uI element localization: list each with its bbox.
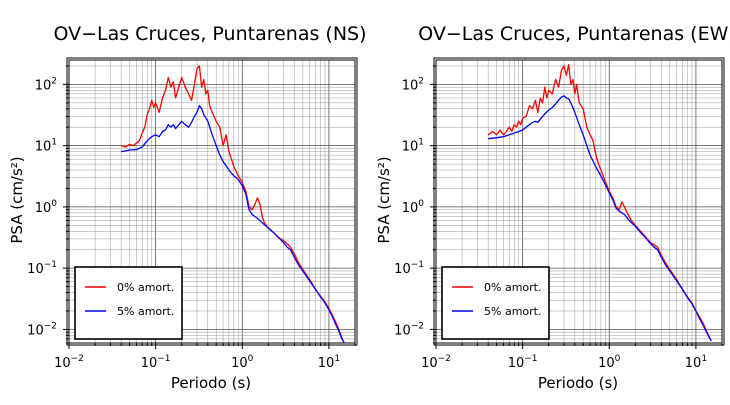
legend: 0% amort. 5% amort. (441, 266, 550, 340)
x-axis-label: Periodo (s) (538, 374, 618, 392)
y-tick-label: 101 (35, 138, 57, 155)
x-tick-labels: 10−2 10−1 100 101 (54, 354, 340, 371)
legend-label-0: 0% amort. (484, 281, 541, 294)
y-tick-label: 102 (35, 76, 57, 93)
y-tick-label: 100 (35, 199, 58, 216)
chart-panel-ns: OV−Las Cruces, Puntarenas (NS) 10−2 10−1… (8, 23, 367, 392)
x-tick-label: 101 (318, 354, 340, 371)
plot-frame (66, 57, 358, 346)
plot-frame (433, 57, 725, 346)
x-tick-label: 10−2 (421, 354, 451, 371)
y-tick-label: 10−2 (27, 321, 57, 338)
y-axis-label: PSA (cm/s²) (375, 156, 393, 243)
x-tick-label: 10−2 (54, 354, 84, 371)
y-tick-label: 101 (402, 138, 424, 155)
x-tick-label: 10−1 (508, 354, 538, 371)
series-line-1 (488, 95, 712, 342)
plot-frame-inner (68, 59, 356, 344)
y-tick-label: 100 (402, 199, 425, 216)
legend-box (441, 266, 550, 340)
x-tick-label: 10−1 (141, 354, 171, 371)
legend-label-0: 0% amort. (117, 281, 174, 294)
legend-label-1: 5% amort. (117, 305, 174, 318)
series-line-0 (121, 65, 345, 344)
x-tick-labels: 10−2 10−1 100 101 (421, 354, 707, 371)
y-tick-labels: 10−2 10−1 100 101 102 (27, 76, 57, 338)
chart-title: OV−Las Cruces, Puntarenas (NS) (53, 23, 366, 45)
y-tick-label: 102 (402, 76, 424, 93)
series-line-1 (121, 104, 345, 344)
y-tick-label: 10−1 (394, 260, 424, 277)
series-group (487, 63, 712, 342)
plot-frame-inner (435, 59, 723, 344)
series-line-0 (487, 63, 712, 342)
x-tick-label: 100 (231, 354, 254, 371)
y-tick-label: 10−1 (27, 260, 57, 277)
chart-panel-ew: OV−Las Cruces, Puntarenas (EW) 10−2 10−1… (375, 23, 730, 392)
x-tick-label: 101 (685, 354, 707, 371)
y-tick-label: 10−2 (394, 321, 424, 338)
legend-label-1: 5% amort. (484, 305, 541, 318)
legend: 0% amort. 5% amort. (74, 266, 183, 340)
chart-title: OV−Las Cruces, Puntarenas (EW) (418, 23, 730, 45)
legend-box (74, 266, 183, 340)
x-axis-label: Periodo (s) (171, 374, 251, 392)
series-group (121, 65, 345, 344)
y-axis-label: PSA (cm/s²) (8, 156, 26, 243)
x-tick-label: 100 (598, 354, 621, 371)
y-tick-labels: 10−2 10−1 100 101 102 (394, 76, 424, 338)
